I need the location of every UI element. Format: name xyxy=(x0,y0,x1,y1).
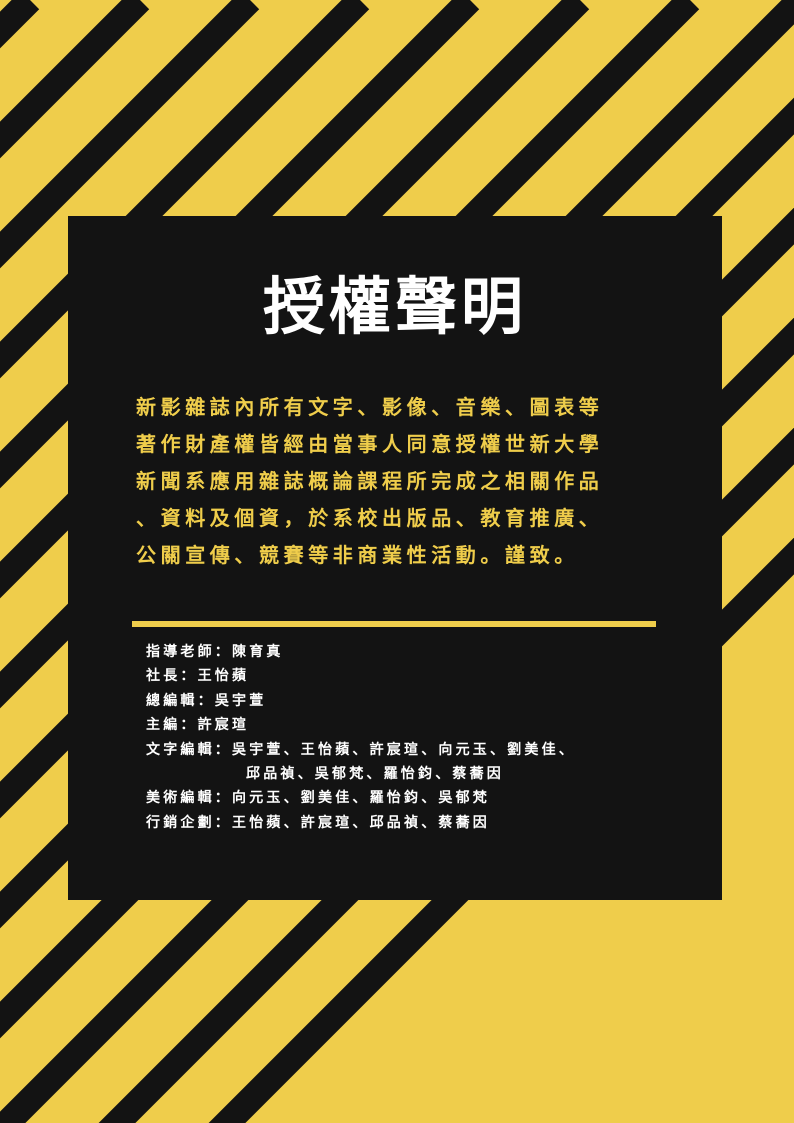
credit-names: 向元玉、劉美佳、羅怡鈞、吳郁梵 xyxy=(232,790,490,807)
credit-advisor: 指導老師： 陳育真 xyxy=(146,640,686,664)
credit-role: 指導老師： xyxy=(146,644,232,660)
credit-president: 社長： 王怡蘋 xyxy=(146,664,686,688)
credit-role: 文字編輯： xyxy=(146,741,232,758)
credit-text-editors-continuation: 邱品禎、吳郁梵、羅怡鈞、蔡蕎因 xyxy=(246,766,504,783)
divider xyxy=(132,621,656,627)
statement-line: 公關宣傳、競賽等非商業性活動。謹致。 xyxy=(136,543,579,567)
credit-art-editors: 美術編輯： 向元玉、劉美佳、羅怡鈞、吳郁梵 xyxy=(146,786,686,810)
credit-names: 王怡蘋 xyxy=(197,668,250,685)
statement-line: 新影雜誌內所有文字、影像、音樂、圖表等 xyxy=(136,395,604,419)
credit-role: 總編輯： xyxy=(146,692,215,709)
statement-line: 著作財產權皆經由當事人同意授權世新大學 xyxy=(136,432,604,456)
credit-editor-in-chief: 總編輯： 吳宇萱 xyxy=(146,689,686,713)
credits-list: 指導老師： 陳育真 社長： 王怡蘋 總編輯： 吳宇萱 主編： 許宸瑄 文字編輯：… xyxy=(146,640,686,835)
credit-names: 吳宇萱 xyxy=(214,692,267,709)
page-title: 授權聲明 xyxy=(262,270,527,343)
credit-text-editors: 文字編輯： 吳宇萱、王怡蘋、許宸瑄、向元玉、劉美佳、 xyxy=(146,738,686,762)
statement-line: 新聞系應用雜誌概論課程所完成之相關作品 xyxy=(136,469,604,493)
credit-role: 社長： xyxy=(146,668,198,685)
content-panel: 授權聲明 新影雜誌內所有文字、影像、音樂、圖表等 著作財產權皆經由當事人同意授權… xyxy=(68,216,722,900)
credit-marketing: 行銷企劃： 王怡蘋、許宸瑄、邱品禎、蔡蕎因 xyxy=(146,811,686,835)
diagonal-stripe xyxy=(0,0,260,269)
credit-names: 許宸瑄 xyxy=(197,717,250,734)
credit-role: 主編： xyxy=(146,717,198,734)
authorization-statement: 新影雜誌內所有文字、影像、音樂、圖表等 著作財產權皆經由當事人同意授權世新大學 … xyxy=(136,389,656,574)
credit-role: 行銷企劃： xyxy=(146,814,232,831)
credit-names: 吳宇萱、王怡蘋、許宸瑄、向元玉、劉美佳、 xyxy=(232,741,576,758)
credit-role: 美術編輯： xyxy=(146,790,232,807)
statement-line: 、資料及個資，於系校出版品、教育推廣、 xyxy=(136,506,604,530)
credit-chief-editor: 主編： 許宸瑄 xyxy=(146,713,686,737)
credit-names: 王怡蘋、許宸瑄、邱品禎、蔡蕎因 xyxy=(232,814,490,831)
credit-names: 陳育真 xyxy=(232,644,284,660)
